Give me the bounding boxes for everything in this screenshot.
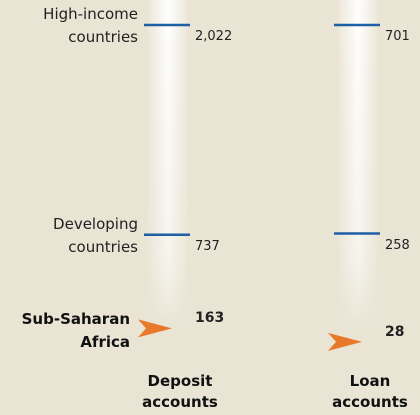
value-label: 163 [195, 310, 225, 327]
value-label: 737 [195, 238, 220, 254]
category-label: High-income countries [43, 5, 138, 46]
value-label: 258 [385, 237, 410, 253]
value-label: 701 [385, 29, 410, 44]
category-label: Developing countries [53, 214, 138, 256]
column-strip-shade [148, 0, 188, 330]
column-title: Deposit accounts [142, 372, 218, 411]
value-label: 28 [385, 323, 405, 340]
highlight-arrow [328, 332, 362, 351]
value-label: 2,022 [195, 29, 233, 44]
category-label: Sub-Saharan Africa [21, 310, 130, 352]
column-title: Loan accounts [332, 372, 408, 411]
highlight-arrow [138, 319, 172, 338]
column-strip-shade [338, 0, 378, 330]
